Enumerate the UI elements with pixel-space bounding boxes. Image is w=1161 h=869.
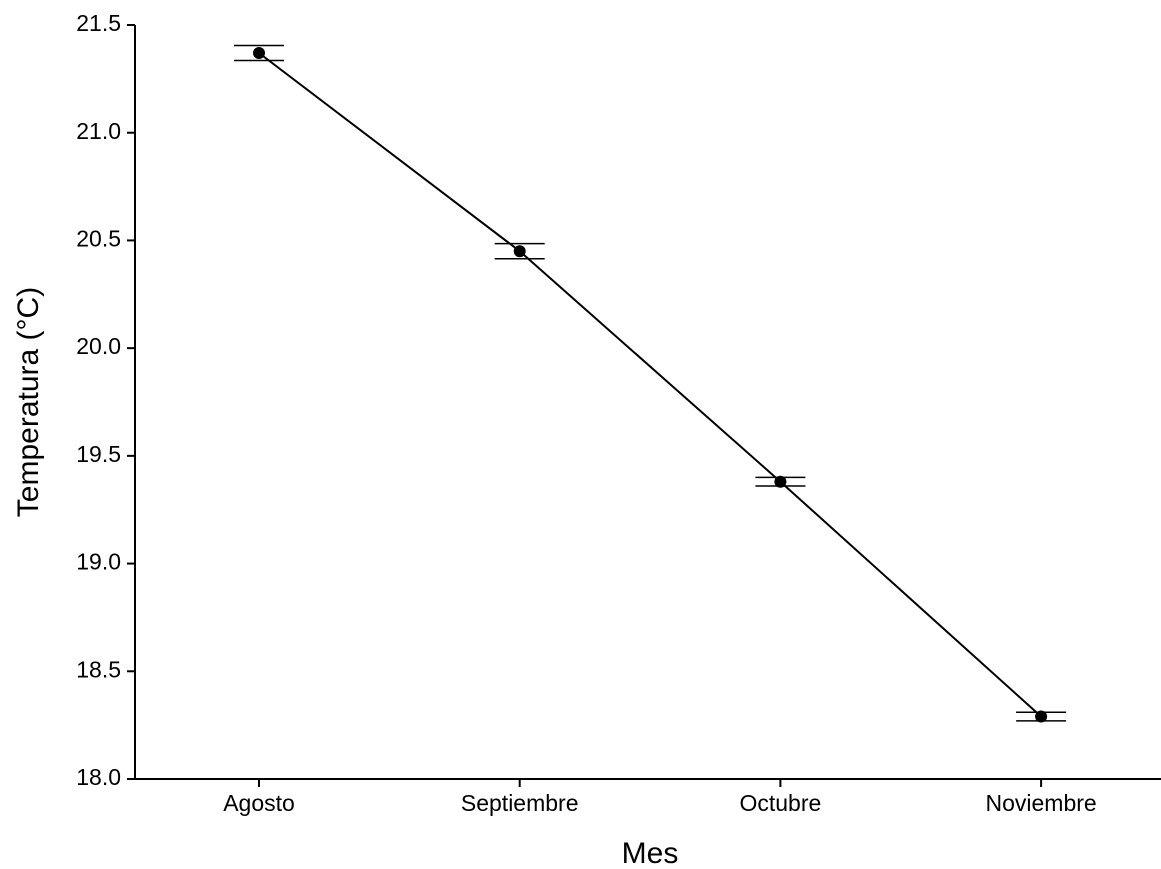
error-bar — [494, 242, 545, 260]
x-tick-label: Noviembre — [985, 790, 1096, 816]
y-tick-label: 18.0 — [76, 764, 121, 790]
y-axis-label: Temperatura (°C) — [12, 287, 45, 517]
point — [513, 245, 526, 258]
error-bar — [234, 44, 284, 62]
y-tick-label: 20.5 — [76, 226, 121, 252]
x-tick-label: Octubre — [739, 790, 821, 816]
point — [253, 47, 265, 60]
x-tick-label: Septiembre — [461, 790, 579, 816]
point — [1035, 710, 1048, 723]
line — [258, 52, 1042, 718]
y-tick-label: 19.5 — [76, 441, 121, 467]
y-tick-label: 20.0 — [76, 333, 121, 359]
x-axis-label: Mes — [622, 837, 679, 869]
y-tick-label: 19.0 — [76, 549, 121, 575]
y-tick-label: 21.0 — [76, 118, 121, 144]
x-tick-label: Agosto — [223, 790, 295, 816]
y-tick-label: 21.5 — [76, 10, 121, 36]
point — [774, 475, 787, 488]
y-tick-label: 18.5 — [76, 656, 121, 682]
